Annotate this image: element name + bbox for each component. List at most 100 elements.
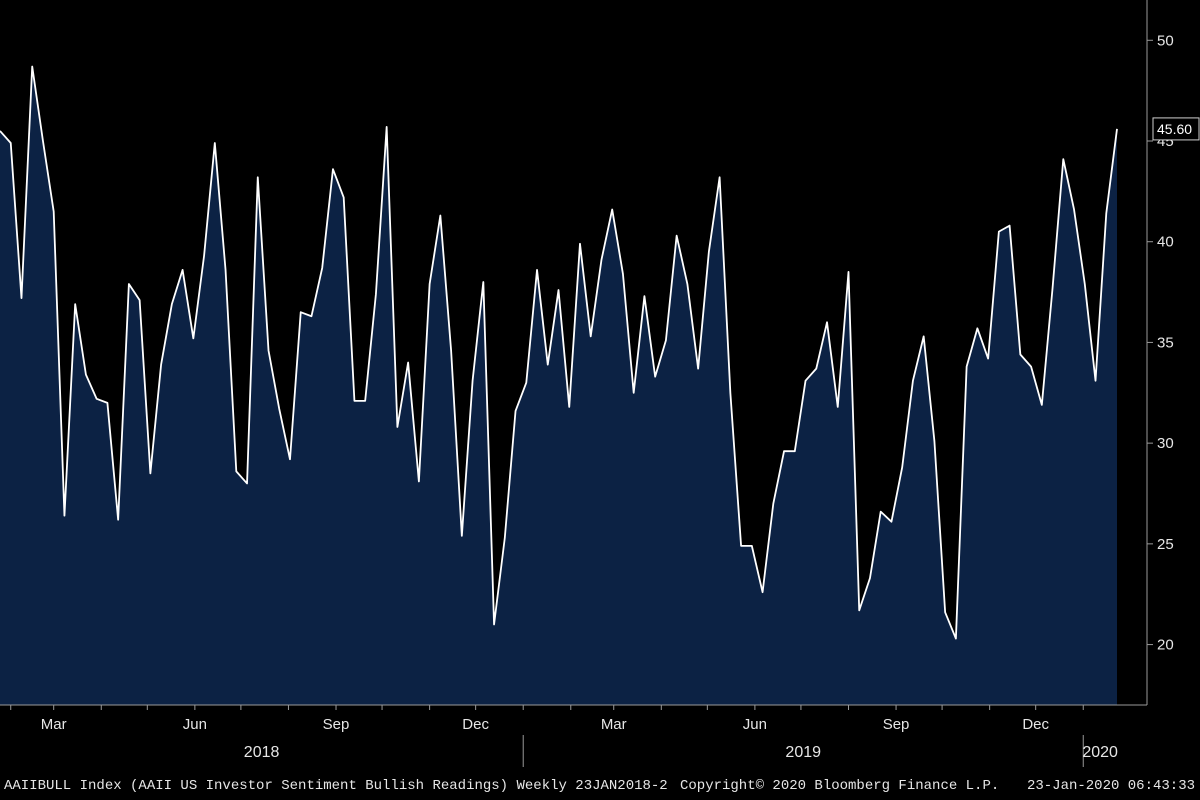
data-point (364, 400, 366, 402)
data-point (933, 440, 935, 442)
data-point (63, 514, 65, 516)
x-month-label: Mar (601, 716, 627, 733)
footer-index-text: AAIIBULL Index (AAII US Investor Sentime… (4, 778, 668, 794)
data-point (385, 126, 387, 128)
x-month-label: Dec (462, 716, 489, 733)
y-tick-label: 40 (1157, 234, 1174, 251)
y-tick-label: 25 (1157, 536, 1174, 553)
data-point (804, 380, 806, 382)
data-point (643, 295, 645, 297)
data-point (396, 426, 398, 428)
data-point (332, 168, 334, 170)
series-area-fill (0, 66, 1117, 706)
data-point (590, 335, 592, 337)
data-point (1051, 287, 1053, 289)
data-point (20, 297, 22, 299)
data-point (246, 482, 248, 484)
data-point (224, 269, 226, 271)
data-point (418, 480, 420, 482)
series-line (0, 65, 1118, 640)
data-point (858, 609, 860, 611)
data-point (794, 450, 796, 452)
x-month-label: Dec (1022, 716, 1049, 733)
x-year-label: 2020 (1082, 744, 1118, 761)
data-point (214, 142, 216, 144)
data-point (686, 283, 688, 285)
footer: AAIIBULL Index (AAII US Investor Sentime… (4, 778, 1195, 794)
y-tick-label: 50 (1157, 32, 1174, 49)
data-point (654, 375, 656, 377)
footer-timestamp-text: 23-Jan-2020 06:43:33 (1027, 778, 1195, 794)
x-year-label: 2019 (785, 744, 821, 761)
data-point (514, 410, 516, 412)
data-point (622, 273, 624, 275)
data-point (965, 365, 967, 367)
data-point (192, 337, 194, 339)
data-point (278, 408, 280, 410)
data-point (171, 303, 173, 305)
data-point (128, 283, 130, 285)
data-point (310, 315, 312, 317)
data-point (85, 373, 87, 375)
data-point (257, 176, 259, 178)
data-point (31, 65, 33, 67)
data-point (525, 382, 527, 384)
data-point (53, 210, 55, 212)
data-point (1094, 380, 1096, 382)
data-point (181, 269, 183, 271)
data-point (815, 367, 817, 369)
data-point (847, 271, 849, 273)
data-point (407, 361, 409, 363)
data-point (106, 402, 108, 404)
x-axis: Mar Jun Sep Dec Mar Jun Sep Dec 2018 2019 2020 (0, 704, 1147, 767)
x-month-label: Jun (743, 716, 767, 733)
y-tick-label: 35 (1157, 334, 1174, 351)
data-point (1041, 404, 1043, 406)
data-point (138, 299, 140, 301)
data-point (837, 406, 839, 408)
data-point (95, 398, 97, 400)
data-point (74, 303, 76, 305)
data-point (10, 142, 12, 144)
footer-copyright-text: Copyright© 2020 Bloomberg Finance L.P. (680, 778, 999, 794)
data-point (471, 380, 473, 382)
data-point (761, 591, 763, 593)
data-point (1084, 283, 1086, 285)
data-point (504, 537, 506, 539)
data-point (482, 281, 484, 283)
data-point (1030, 365, 1032, 367)
x-year-label: 2018 (244, 744, 280, 761)
x-month-label: Sep (323, 716, 350, 733)
data-point (632, 392, 634, 394)
data-point (428, 283, 430, 285)
data-point (375, 293, 377, 295)
data-point (579, 243, 581, 245)
data-point (450, 349, 452, 351)
data-point (1116, 128, 1118, 130)
data-point (869, 577, 871, 579)
data-point (439, 214, 441, 216)
data-point (1019, 353, 1021, 355)
last-value-box (1152, 117, 1200, 141)
y-tick-label: 20 (1157, 637, 1174, 654)
x-month-label: Jun (183, 716, 207, 733)
data-point (987, 357, 989, 359)
data-point (300, 311, 302, 313)
data-point (461, 535, 463, 537)
data-point (117, 518, 119, 520)
data-point (890, 521, 892, 523)
data-point (1062, 158, 1064, 160)
x-month-label: Sep (883, 716, 910, 733)
data-point (203, 255, 205, 257)
last-value-label: 45.60 (1157, 121, 1192, 137)
data-point (235, 470, 237, 472)
data-point (944, 611, 946, 613)
data-point (536, 269, 538, 271)
data-point (922, 335, 924, 337)
plot-layer (0, 65, 1118, 706)
data-point (665, 339, 667, 341)
x-month-label: Mar (41, 716, 67, 733)
